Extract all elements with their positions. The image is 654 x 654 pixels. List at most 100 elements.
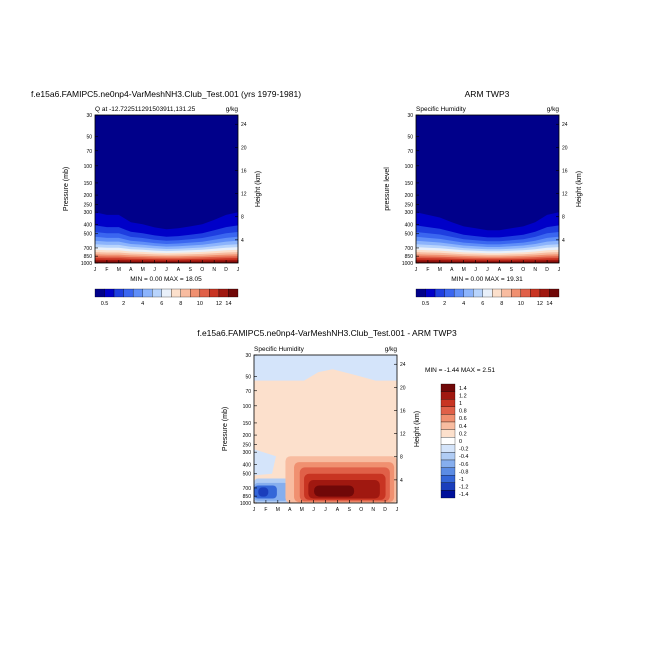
colorbar-swatch [180, 288, 191, 298]
colorbar-swatch [453, 288, 464, 298]
y-tick-label: 500 [243, 472, 252, 478]
y-tick-label: 400 [405, 222, 414, 228]
y-tick-label: 700 [84, 246, 93, 252]
y-tick-label: 150 [84, 181, 93, 187]
panel1-y-ticks-right: 24 20 16 12 8 4 [235, 122, 247, 244]
x-tick-label: M [438, 267, 442, 273]
panel1-ylabel-right: Height (km) [255, 171, 262, 207]
x-tick-label: J [558, 267, 561, 273]
colorbar-swatch [142, 288, 153, 298]
y-right-tick-label: 20 [241, 145, 247, 151]
panel2-ylabel: pressure level [384, 167, 391, 211]
colorbar-label: 1 [459, 401, 462, 407]
colorbar-swatch [539, 288, 550, 298]
colorbar-label: 0 [459, 439, 462, 445]
x-tick-label: D [224, 267, 228, 273]
panel-observed: ARM TWP3 Specific Humidity g/kg 30 50 70 10… [384, 89, 583, 307]
y-tick-label: 300 [405, 210, 414, 216]
panel-difference: f.e15a6.FAMIPC5.ne0np4-VarMeshNH3.Club_T… [197, 328, 495, 513]
y-tick-label: 30 [407, 113, 413, 119]
y-tick-label: 50 [86, 135, 92, 141]
colorbar-label: -1.4 [459, 492, 468, 498]
y-tick-label: 850 [84, 254, 93, 260]
y-right-tick-label: 12 [562, 192, 568, 198]
y-tick-label: 250 [243, 442, 252, 448]
colorbar-swatch [152, 288, 162, 298]
y-tick-label: 300 [84, 210, 93, 216]
colorbar-label: 10 [518, 301, 524, 307]
y-tick-label: 50 [245, 375, 251, 381]
panel2-y-ticks-right: 24 20 16 12 8 4 [556, 122, 568, 244]
colorbar-label: 0.5 [101, 301, 109, 307]
panel1-title: f.e15a6.FAMIPC5.ne0np4-VarMeshNH3.Club_T… [31, 89, 301, 99]
panel1-stats: MIN = 0.00 MAX = 18.05 [130, 276, 202, 283]
y-tick-label: 1000 [240, 501, 251, 507]
colorbar-label: 8 [500, 301, 503, 307]
y-right-tick-label: 24 [400, 362, 406, 368]
x-tick-label: S [510, 267, 514, 273]
colorbar-swatch [132, 288, 143, 298]
colorbar-swatch [520, 288, 531, 298]
x-tick-label: O [521, 267, 525, 273]
colorbar-swatch [440, 444, 456, 453]
x-tick-label: M [141, 267, 145, 273]
colorbar-label: 1.4 [459, 386, 467, 392]
panel3-colorbar: 1.41.2 1 0.80.6 0.40.2 0 -0.2-0.4 -0.6-0.8 -1 -1… [440, 383, 468, 498]
colorbar-label: 12 [216, 301, 222, 307]
colorbar-swatch [94, 288, 105, 298]
colorbar-swatch [473, 288, 483, 298]
colorbar-label: 10 [197, 301, 203, 307]
colorbar-swatch [530, 288, 541, 298]
colorbar-label: 2 [122, 301, 125, 307]
x-tick-label: J [486, 267, 489, 273]
colorbar-swatch [440, 383, 456, 392]
panel1-units: g/kg [226, 106, 239, 113]
y-tick-label: 1000 [402, 261, 413, 267]
colorbar-label: -0.8 [459, 469, 468, 475]
colorbar-swatch [444, 288, 455, 298]
y-tick-label: 850 [243, 494, 252, 500]
colorbar-swatch [440, 452, 456, 461]
colorbar-label: -0.4 [459, 454, 468, 460]
colorbar-label: 0.4 [459, 424, 467, 430]
panel1-subtitle: Q at -12.722511291503911,131.25 [95, 106, 196, 113]
y-tick-label: 30 [245, 353, 251, 359]
negative-region [254, 449, 276, 476]
colorbar-label: 2 [443, 301, 446, 307]
y-tick-label: 100 [405, 164, 414, 170]
y-tick-label: 500 [405, 232, 414, 238]
x-tick-label: A [129, 267, 133, 273]
colorbar-swatch [415, 288, 426, 298]
x-tick-label: J [94, 267, 97, 273]
colorbar-swatch [492, 288, 502, 298]
colorbar-label: 6 [481, 301, 484, 307]
colorbar-swatch [190, 288, 201, 298]
colorbar-swatch [511, 288, 522, 298]
y-right-tick-label: 4 [241, 238, 244, 244]
y-tick-label: 700 [243, 486, 252, 492]
y-right-tick-label: 4 [562, 238, 565, 244]
y-tick-label: 50 [407, 135, 413, 141]
x-tick-label: A [336, 507, 340, 513]
x-tick-label: N [212, 267, 216, 273]
y-tick-label: 70 [407, 149, 413, 155]
colorbar-swatch [218, 288, 229, 298]
y-right-tick-label: 16 [241, 168, 247, 174]
y-right-tick-label: 20 [562, 145, 568, 151]
x-tick-label: M [117, 267, 121, 273]
colorbar-swatch [440, 482, 456, 491]
colorbar-swatch [171, 288, 181, 298]
y-right-tick-label: 8 [400, 455, 403, 461]
y-tick-label: 150 [405, 181, 414, 187]
y-right-tick-label: 20 [400, 385, 406, 391]
colorbar-swatch [440, 475, 456, 483]
negative-region [254, 355, 397, 381]
x-tick-label: S [189, 267, 193, 273]
panel2-colorbar: 0.5 2 4 6 8 10 12 14 [415, 288, 560, 307]
colorbar-swatch [440, 429, 456, 438]
x-tick-label: A [498, 267, 502, 273]
x-tick-label: A [288, 507, 292, 513]
x-tick-label: J [153, 267, 156, 273]
